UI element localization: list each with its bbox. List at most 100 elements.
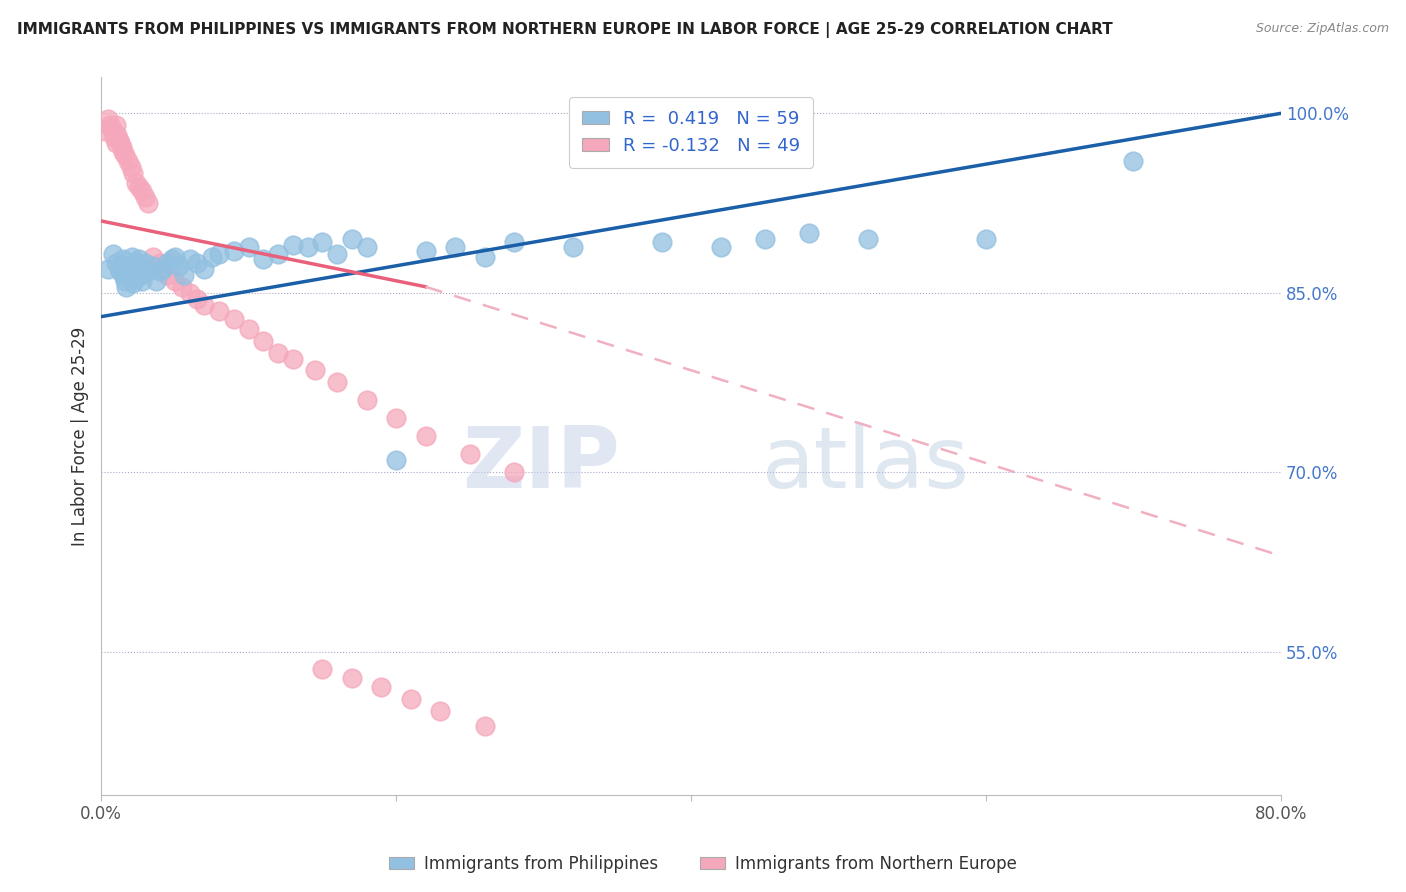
- Point: [112, 145, 135, 159]
- Point: [112, 252, 135, 267]
- Point: [186, 256, 208, 270]
- Point: [107, 133, 129, 147]
- Point: [385, 411, 408, 425]
- Point: [444, 240, 467, 254]
- Point: [281, 351, 304, 366]
- Point: [179, 285, 201, 300]
- Text: Source: ZipAtlas.com: Source: ZipAtlas.com: [1256, 22, 1389, 36]
- Point: [172, 279, 194, 293]
- Point: [142, 260, 165, 274]
- Point: [104, 118, 127, 132]
- Point: [117, 154, 139, 169]
- Point: [754, 232, 776, 246]
- Point: [370, 681, 392, 695]
- Point: [222, 312, 245, 326]
- Point: [503, 235, 526, 250]
- Point: [222, 244, 245, 258]
- Point: [110, 264, 132, 278]
- Point: [238, 240, 260, 254]
- Point: [145, 274, 167, 288]
- Point: [112, 268, 135, 282]
- Point: [128, 180, 150, 194]
- Point: [131, 184, 153, 198]
- Point: [104, 256, 127, 270]
- Point: [100, 120, 122, 135]
- Point: [238, 321, 260, 335]
- Point: [797, 226, 820, 240]
- Point: [104, 136, 127, 151]
- Point: [562, 240, 585, 254]
- Point: [356, 393, 378, 408]
- Point: [193, 298, 215, 312]
- Point: [125, 176, 148, 190]
- Point: [156, 256, 179, 270]
- Point: [1122, 154, 1144, 169]
- Point: [125, 271, 148, 285]
- Point: [149, 264, 172, 278]
- Point: [163, 274, 186, 288]
- Point: [163, 250, 186, 264]
- Point: [114, 148, 136, 162]
- Point: [415, 429, 437, 443]
- Point: [267, 247, 290, 261]
- Point: [399, 692, 422, 706]
- Point: [385, 453, 408, 467]
- Point: [252, 252, 274, 267]
- Point: [98, 118, 121, 132]
- Point: [117, 260, 139, 274]
- Point: [128, 252, 150, 267]
- Point: [474, 250, 496, 264]
- Point: [201, 250, 224, 264]
- Point: [124, 256, 146, 270]
- Point: [208, 303, 231, 318]
- Point: [118, 264, 141, 278]
- Point: [326, 247, 349, 261]
- Point: [149, 256, 172, 270]
- Point: [107, 260, 129, 275]
- Point: [974, 232, 997, 246]
- Point: [340, 671, 363, 685]
- Y-axis label: In Labor Force | Age 25-29: In Labor Force | Age 25-29: [72, 326, 89, 546]
- Point: [709, 240, 731, 254]
- Point: [650, 235, 672, 250]
- Point: [173, 268, 195, 282]
- Text: atlas: atlas: [762, 424, 970, 507]
- Point: [152, 261, 174, 276]
- Point: [186, 292, 208, 306]
- Point: [131, 274, 153, 288]
- Point: [129, 268, 152, 282]
- Point: [94, 124, 117, 138]
- Point: [103, 130, 125, 145]
- Point: [429, 704, 451, 718]
- Point: [136, 196, 159, 211]
- Point: [474, 719, 496, 733]
- Point: [136, 264, 159, 278]
- Point: [120, 160, 142, 174]
- Point: [167, 260, 190, 274]
- Point: [856, 232, 879, 246]
- Text: ZIP: ZIP: [463, 424, 620, 507]
- Point: [115, 279, 138, 293]
- Point: [281, 238, 304, 252]
- Point: [326, 376, 349, 390]
- Point: [120, 270, 142, 285]
- Point: [267, 345, 290, 359]
- Point: [356, 240, 378, 254]
- Legend: Immigrants from Philippines, Immigrants from Northern Europe: Immigrants from Philippines, Immigrants …: [382, 848, 1024, 880]
- Point: [156, 268, 179, 282]
- Point: [114, 274, 136, 288]
- Point: [311, 235, 333, 250]
- Point: [105, 128, 128, 142]
- Point: [134, 256, 156, 270]
- Point: [415, 244, 437, 258]
- Point: [127, 261, 149, 276]
- Point: [252, 334, 274, 348]
- Point: [311, 663, 333, 677]
- Point: [101, 124, 124, 138]
- Point: [304, 363, 326, 377]
- Point: [503, 465, 526, 479]
- Point: [122, 166, 145, 180]
- Point: [97, 261, 120, 276]
- Point: [110, 136, 132, 151]
- Text: IMMIGRANTS FROM PHILIPPINES VS IMMIGRANTS FROM NORTHERN EUROPE IN LABOR FORCE | : IMMIGRANTS FROM PHILIPPINES VS IMMIGRANT…: [17, 22, 1112, 38]
